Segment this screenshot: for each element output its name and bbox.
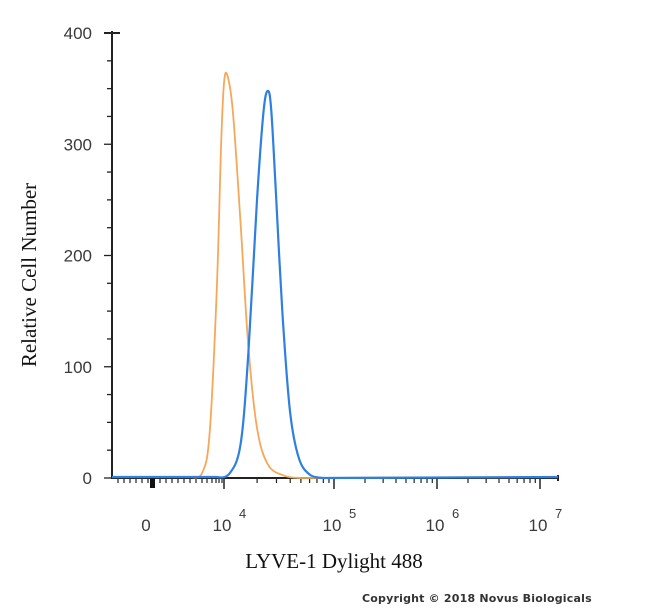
x-tick-label: 10 <box>323 516 342 535</box>
x-tick-label: 10 <box>213 516 232 535</box>
x-tick-exponent: 5 <box>349 506 356 521</box>
y-tick-label: 100 <box>64 358 92 377</box>
x-tick-exponent: 4 <box>239 506 246 521</box>
y-tick-label: 0 <box>83 469 92 488</box>
y-tick-label: 300 <box>64 135 92 154</box>
x-tick-label: 0 <box>141 516 150 535</box>
y-axis: 0 100 200 300 400 <box>64 24 120 488</box>
y-axis-title: Relative Cell Number <box>17 183 41 367</box>
histogram-lyve1-blue <box>112 89 559 480</box>
x-tick-label: 10 <box>529 516 548 535</box>
series-group <box>112 71 559 480</box>
x-axis-title: LYVE-1 Dylight 488 <box>245 549 423 573</box>
histogram-isotype-orange <box>112 71 559 479</box>
y-tick-label: 400 <box>64 24 92 43</box>
x-axis: 0 10 4 10 5 10 6 10 7 <box>112 475 562 535</box>
copyright-notice: Copyright © 2018 Novus Biologicals <box>362 592 592 605</box>
x-tick-exponent: 7 <box>555 506 562 521</box>
x-tick-exponent: 6 <box>452 506 459 521</box>
y-tick-label: 200 <box>64 247 92 266</box>
x-tick-label: 10 <box>426 516 445 535</box>
